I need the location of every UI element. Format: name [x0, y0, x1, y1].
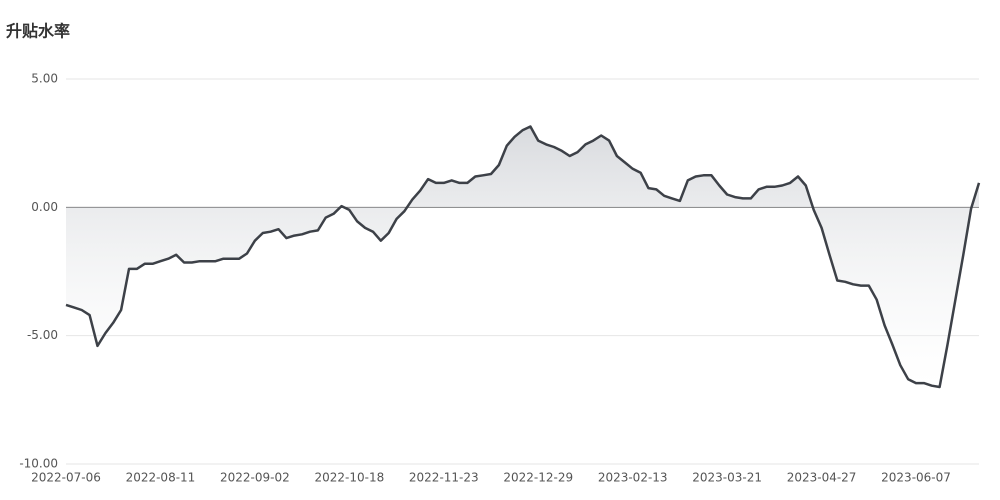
x-tick-label: 2023-02-13: [598, 471, 668, 485]
y-tick-label: 5.00: [31, 72, 58, 86]
y-tick-label: -5.00: [27, 328, 58, 342]
x-tick-label: 2022-08-11: [126, 471, 196, 485]
y-tick-label: -10.00: [19, 457, 58, 471]
area: [66, 126, 979, 387]
x-tick-label: 2022-09-02: [220, 471, 290, 485]
x-tick-label: 2022-12-29: [503, 471, 573, 485]
x-tick-label: 2023-06-07: [881, 471, 951, 485]
x-tick-label: 2022-10-18: [314, 471, 384, 485]
chart-title: 升贴水率: [6, 22, 70, 41]
x-tick-label: 2022-11-23: [409, 471, 479, 485]
x-tick-label: 2023-04-27: [787, 471, 857, 485]
x-tick-label: 2023-03-21: [692, 471, 762, 485]
x-tick-label: 2022-07-06: [31, 471, 101, 485]
line: [65, 125, 981, 389]
y-tick-label: 0.00: [31, 200, 58, 214]
